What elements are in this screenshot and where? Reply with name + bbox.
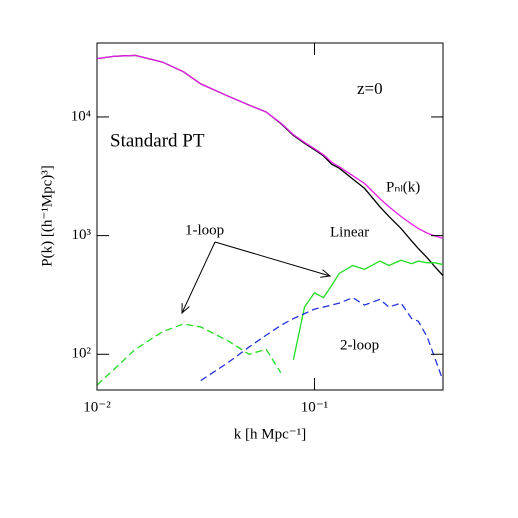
x-axis-label: k [h Mpc⁻¹] [234,426,306,442]
series-label: 2-loop [340,337,379,353]
series-line [292,259,443,360]
arrow [214,241,330,276]
x-tick-label: 10⁻² [83,399,111,415]
y-tick-label: 10² [72,346,92,362]
curves [97,54,443,386]
series-line [97,323,282,386]
y-tick-label: 10³ [72,227,92,243]
series-line [200,296,443,382]
series-line [97,54,443,277]
series-label: 1-loop [185,222,224,238]
series-label: Linear [330,224,369,240]
x-tick-label: 10⁻¹ [301,399,328,415]
plot-frame [96,42,444,391]
series-line [97,54,443,239]
y-axis-label: P(k) [(h⁻¹Mpc)³] [39,165,55,266]
y-tick-label: 10⁴ [71,108,91,124]
annotation: Standard PT [110,130,205,151]
annotation: z=0 [357,79,383,98]
series-label: Pₙₗ(k) [386,179,420,195]
arrow [182,241,216,313]
